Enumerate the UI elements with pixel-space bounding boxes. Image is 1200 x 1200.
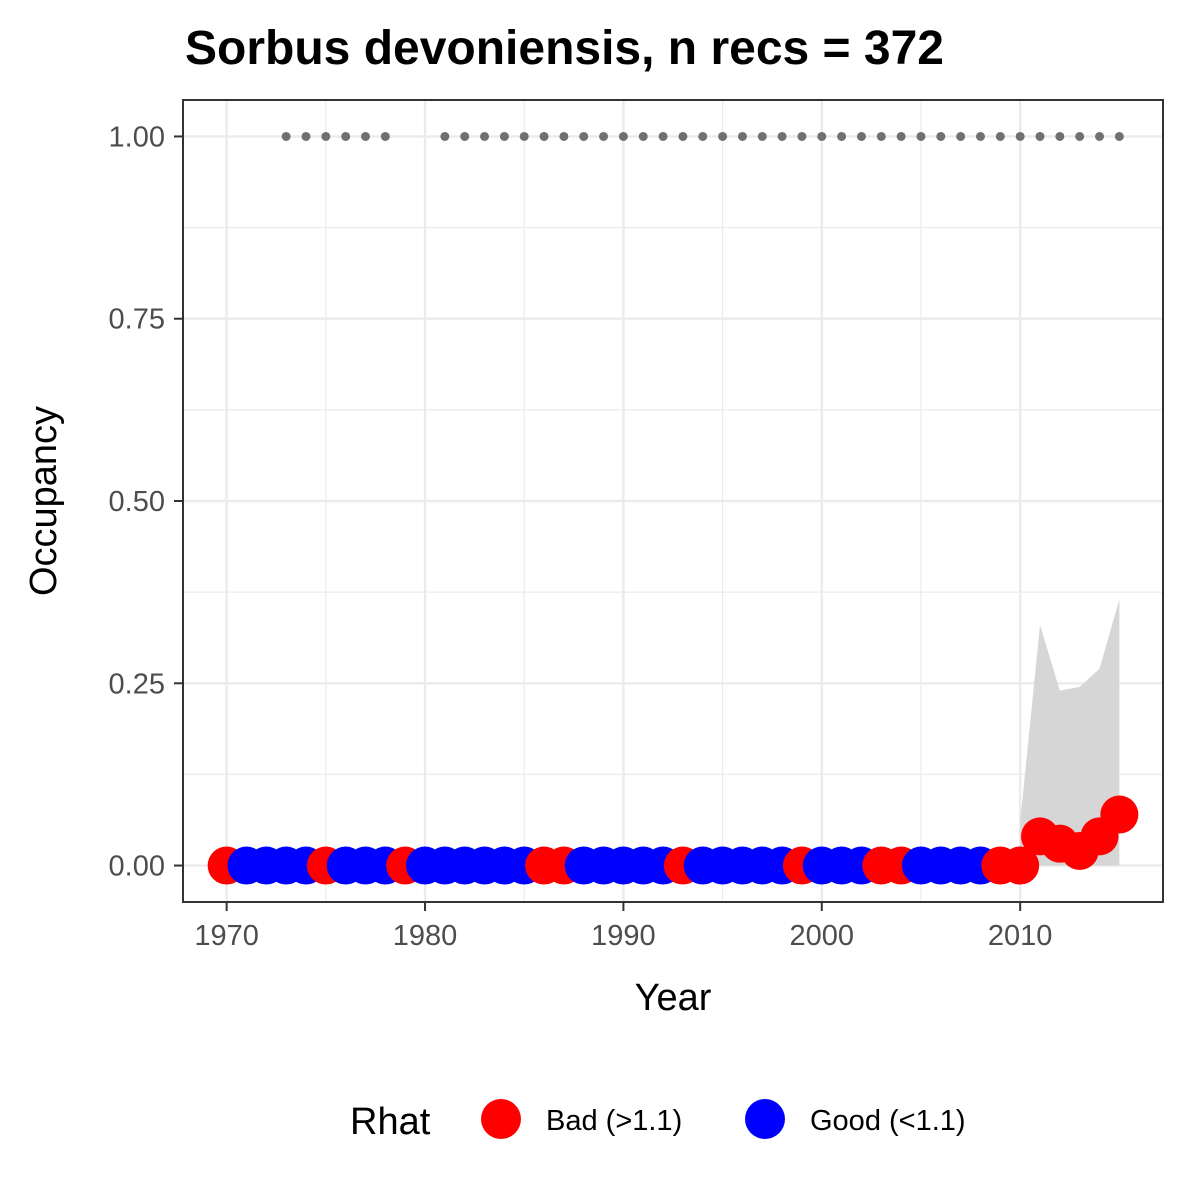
record-marker [1035,131,1045,141]
record-marker [539,131,549,141]
record-marker [480,131,490,141]
record-marker [658,131,668,141]
record-marker [757,131,767,141]
x-tick-label: 2000 [790,920,855,952]
legend-title: Rhat [350,1101,431,1143]
record-marker [1095,131,1105,141]
legend-key-bad [481,1099,521,1139]
record-marker [440,131,450,141]
x-axis-title: Year [635,977,712,1019]
record-marker [1055,131,1065,141]
record-marker [1114,131,1124,141]
record-marker [1075,131,1085,141]
legend-key-good [745,1099,785,1139]
record-marker [460,131,470,141]
record-marker [1015,131,1025,141]
record-marker [678,131,688,141]
record-marker [856,131,866,141]
x-tick-label: 1990 [591,920,656,952]
record-marker [837,131,847,141]
record-marker [519,131,529,141]
x-tick-label: 1970 [194,920,259,952]
record-marker [321,131,331,141]
occupancy-points [207,795,1139,885]
record-marker [718,131,728,141]
record-marker [499,131,509,141]
y-axis-title: Occupancy [23,406,65,596]
record-marker [599,131,609,141]
y-tick-label: 0.75 [109,304,165,336]
y-tick-label: 0.25 [109,668,165,700]
record-marker [618,131,628,141]
legend-label-bad: Bad (>1.1) [546,1105,682,1137]
x-tick-label: 1980 [393,920,458,952]
y-tick-label: 0.00 [109,851,165,883]
credible-interval-area [1020,599,1120,866]
record-marker [638,131,648,141]
record-marker [579,131,589,141]
x-axis: 1970 1980 1990 2000 2010 [194,902,1052,952]
record-marker [341,131,351,141]
record-marker [361,131,371,141]
y-tick-label: 0.50 [109,486,165,518]
record-marker [777,131,787,141]
credible-interval-ribbon [1020,599,1120,866]
record-marker [737,131,747,141]
record-marker [916,131,926,141]
y-tick-label: 1.00 [109,121,165,153]
record-marker [698,131,708,141]
record-marker [956,131,966,141]
record-markers [281,131,1124,141]
data-point [1001,846,1040,885]
record-marker [876,131,886,141]
y-axis: 0.00 0.25 0.50 0.75 1.00 [109,121,183,883]
record-marker [380,131,390,141]
chart-title: Sorbus devoniensis, n recs = 372 [185,22,944,75]
legend-label-good: Good (<1.1) [810,1105,966,1137]
record-marker [817,131,827,141]
record-marker [896,131,906,141]
x-tick-label: 2010 [988,920,1053,952]
record-marker [281,131,291,141]
record-marker [797,131,807,141]
record-marker [995,131,1005,141]
record-marker [936,131,946,141]
legend: Rhat Bad (>1.1) Good (<1.1) [350,1099,966,1143]
data-point [1100,795,1139,834]
record-marker [559,131,569,141]
record-marker [301,131,311,141]
record-marker [975,131,985,141]
